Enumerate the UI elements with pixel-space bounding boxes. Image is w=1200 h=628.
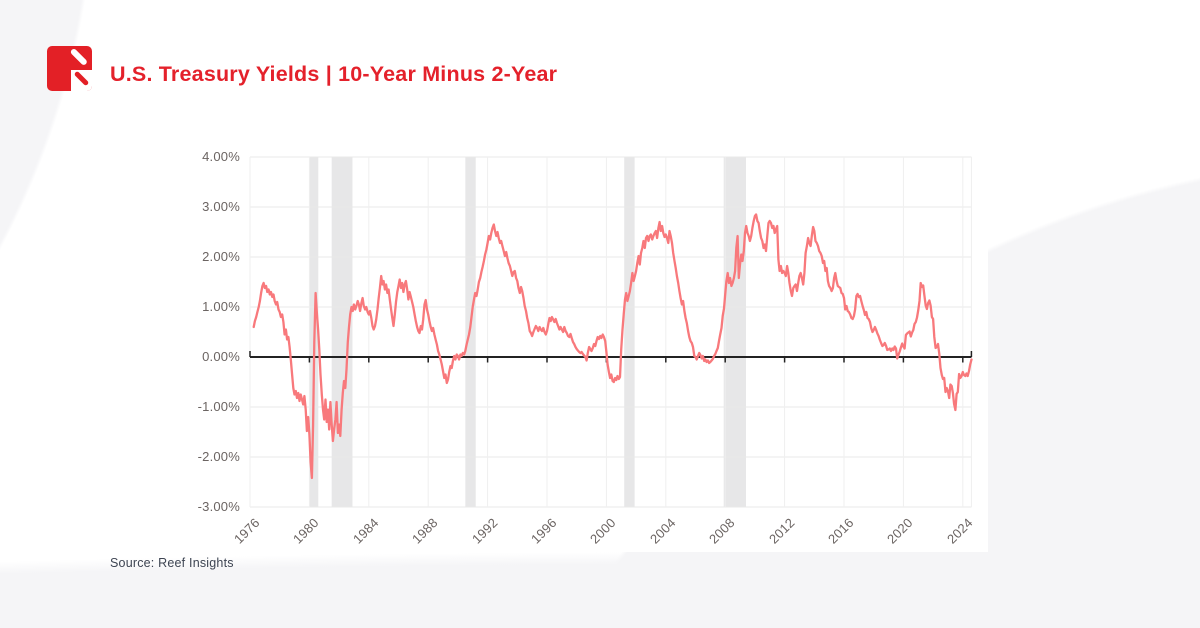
- y-tick-label: 1.00%: [202, 299, 240, 314]
- y-tick-label: 0.00%: [202, 349, 240, 364]
- series-line: [252, 213, 973, 480]
- y-tick-label: -3.00%: [197, 499, 240, 514]
- recession-band: [723, 157, 746, 507]
- brand-logo-icon: [47, 46, 92, 91]
- y-tick-label: 4.00%: [202, 149, 240, 164]
- y-tick-label: -1.00%: [197, 399, 240, 414]
- recession-band: [624, 157, 635, 507]
- y-tick-label: 2.00%: [202, 249, 240, 264]
- y-tick-label: -2.00%: [197, 449, 240, 464]
- y-tick-label: 3.00%: [202, 199, 240, 214]
- source-note: Source: Reef Insights: [110, 556, 234, 570]
- page-title: U.S. Treasury Yields | 10-Year Minus 2-Y…: [110, 62, 558, 87]
